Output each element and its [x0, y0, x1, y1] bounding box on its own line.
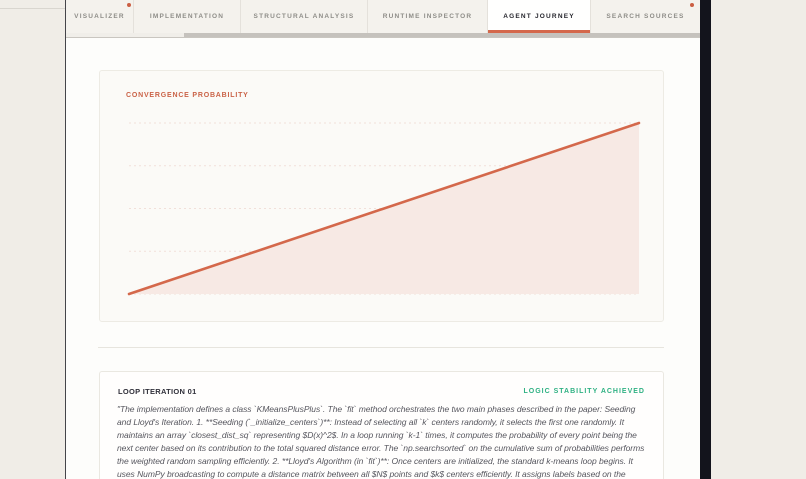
loop-iteration-label: LOOP ITERATION 01 — [118, 387, 197, 396]
tab-label: RUNTIME INSPECTOR — [382, 13, 473, 20]
window-edge-strip — [700, 0, 711, 479]
tab-bar: VISUALIZER IMPLEMENTATION STRUCTURAL ANA… — [66, 0, 700, 33]
tab-agent-journey[interactable]: AGENT JOURNEY — [488, 0, 591, 33]
tab-visualizer[interactable]: VISUALIZER — [66, 0, 134, 33]
tab-label: VISUALIZER — [74, 13, 125, 20]
tab-scrollbar — [66, 33, 700, 38]
tab-label: STRUCTURAL ANALYSIS — [253, 13, 355, 20]
tab-runtime-inspector[interactable]: RUNTIME INSPECTOR — [368, 0, 488, 33]
notification-dot-icon — [127, 3, 131, 7]
tab-implementation[interactable]: IMPLEMENTATION — [134, 0, 241, 33]
main-panel: VISUALIZER IMPLEMENTATION STRUCTURAL ANA… — [65, 0, 700, 479]
section-divider — [98, 347, 664, 348]
tab-scrollbar-thumb[interactable] — [184, 33, 700, 37]
loop-iteration-card: LOOP ITERATION 01 LOGIC STABILITY ACHIEV… — [99, 371, 664, 479]
loop-iteration-header: LOOP ITERATION 01 LOGIC STABILITY ACHIEV… — [118, 387, 645, 396]
tab-label: AGENT JOURNEY — [503, 13, 575, 20]
tab-structural-analysis[interactable]: STRUCTURAL ANALYSIS — [241, 0, 368, 33]
logic-stability-badge: LOGIC STABILITY ACHIEVED — [523, 388, 645, 395]
convergence-probability-chart — [127, 121, 641, 296]
notification-dot-icon — [690, 3, 694, 7]
tab-label: SEARCH SOURCES — [606, 13, 685, 20]
convergence-chart-card: CONVERGENCE PROBABILITY — [99, 70, 664, 322]
chart-title: CONVERGENCE PROBABILITY — [126, 92, 249, 99]
agent-journey-panel: CONVERGENCE PROBABILITY LOOP ITERATION 0… — [66, 38, 700, 479]
background-edge-line — [0, 8, 65, 9]
tab-search-sources[interactable]: SEARCH SOURCES — [591, 0, 700, 33]
loop-iteration-body: "The implementation defines a class `KMe… — [117, 404, 645, 479]
tab-label: IMPLEMENTATION — [149, 13, 225, 20]
active-tab-underline — [488, 30, 590, 33]
